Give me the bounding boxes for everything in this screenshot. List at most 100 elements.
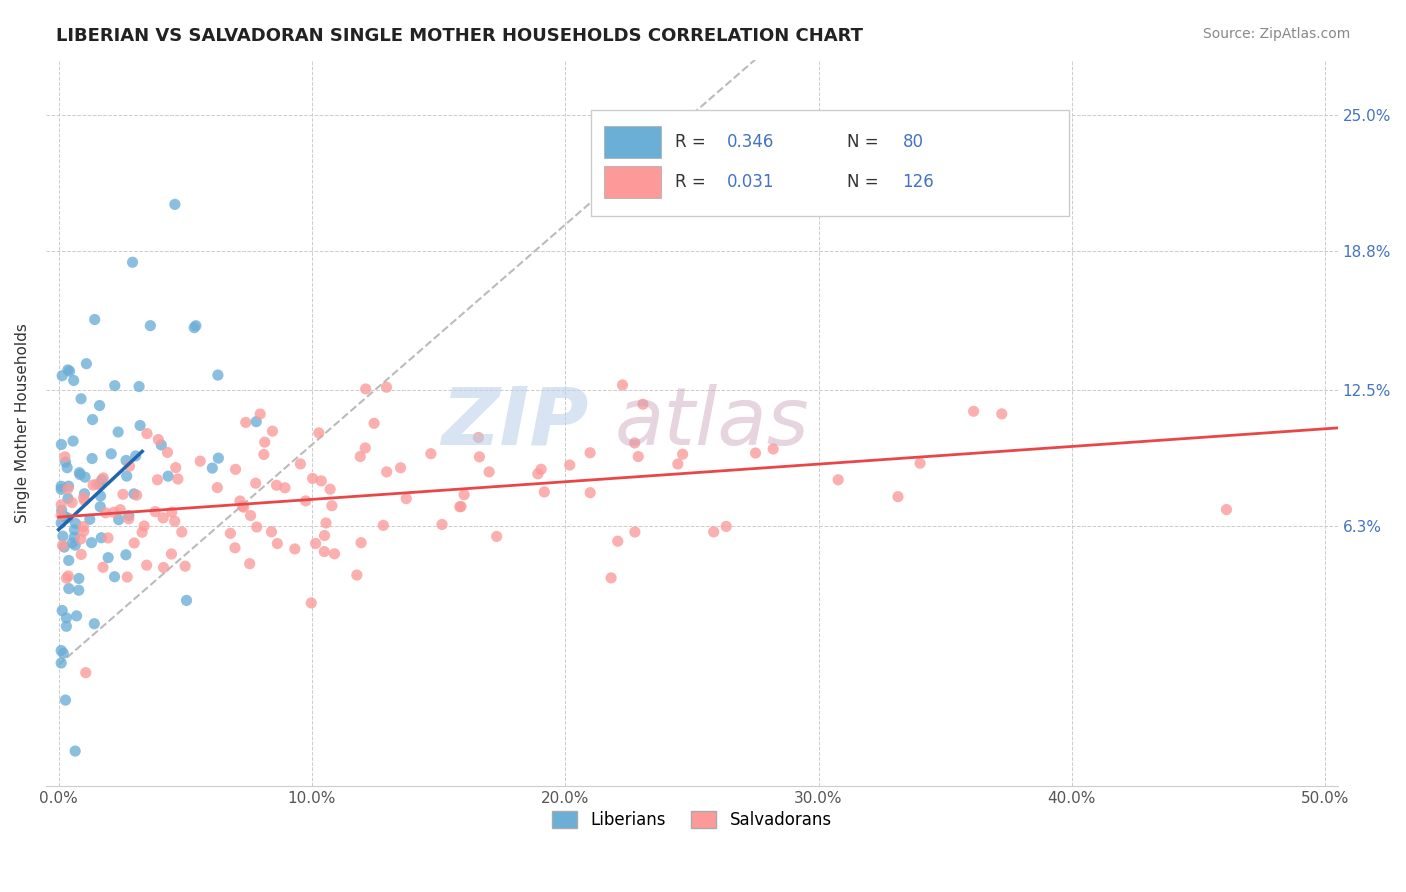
Point: [148, 433, 170, 447]
Point: [128, 379, 150, 393]
Point: [72, 524, 94, 539]
Point: [744, 446, 766, 460]
Point: [246, 520, 269, 534]
Point: [58, 582, 80, 596]
Point: [51, 643, 73, 657]
Point: [60, 495, 83, 509]
Point: [533, 485, 555, 500]
Point: [160, 505, 183, 519]
Point: [52, 538, 75, 552]
Point: [90, 489, 112, 503]
Point: [600, 571, 623, 585]
Point: [111, 487, 134, 501]
Point: [67, 572, 90, 586]
Point: [253, 447, 276, 461]
Point: [627, 450, 650, 464]
Point: [100, 447, 122, 461]
Point: [160, 547, 183, 561]
Point: [90, 531, 112, 545]
Point: [94, 506, 117, 520]
Point: [82, 478, 104, 492]
Point: [395, 491, 418, 506]
Point: [201, 461, 224, 475]
Point: [146, 473, 169, 487]
Point: [65, 608, 87, 623]
Point: [170, 524, 193, 539]
Point: [666, 457, 689, 471]
Point: [363, 417, 385, 431]
Point: [478, 465, 501, 479]
Point: [485, 529, 508, 543]
Point: [107, 513, 129, 527]
Point: [65, 516, 87, 531]
Text: R =: R =: [675, 133, 711, 151]
Point: [373, 518, 395, 533]
Point: [1215, 502, 1237, 516]
Point: [63, 523, 86, 537]
Point: [450, 500, 472, 514]
Point: [51, 368, 73, 383]
Point: [103, 570, 125, 584]
Point: [467, 430, 489, 444]
Point: [69, 467, 91, 482]
Point: [623, 436, 645, 450]
Point: [56, 511, 79, 525]
Point: [103, 505, 125, 519]
Point: [163, 197, 186, 211]
Point: [225, 462, 247, 476]
Point: [375, 380, 398, 394]
Point: [115, 548, 138, 562]
Point: [962, 404, 984, 418]
Point: [63, 744, 86, 758]
Point: [51, 503, 73, 517]
Point: [73, 493, 96, 508]
Point: [51, 516, 73, 530]
Point: [184, 318, 207, 333]
Point: [58, 479, 80, 493]
FancyBboxPatch shape: [605, 127, 661, 159]
Point: [115, 570, 138, 584]
Point: [908, 456, 931, 470]
Point: [97, 531, 120, 545]
Text: LIBERIAN VS SALVADORAN SINGLE MOTHER HOUSEHOLDS CORRELATION CHART: LIBERIAN VS SALVADORAN SINGLE MOTHER HOU…: [56, 27, 863, 45]
Point: [419, 447, 441, 461]
Point: [262, 424, 284, 438]
Point: [991, 407, 1014, 421]
Point: [321, 499, 343, 513]
Point: [56, 482, 79, 496]
Point: [703, 524, 725, 539]
Point: [176, 593, 198, 607]
Point: [274, 481, 297, 495]
Point: [58, 569, 80, 583]
Point: [579, 485, 602, 500]
Point: [72, 519, 94, 533]
Point: [97, 550, 120, 565]
Point: [51, 508, 73, 522]
Point: [104, 378, 127, 392]
Point: [152, 511, 174, 525]
Point: [183, 320, 205, 334]
Point: [60, 536, 83, 550]
Point: [266, 478, 288, 492]
Point: [311, 474, 333, 488]
Point: [207, 368, 229, 382]
Point: [56, 460, 79, 475]
Point: [82, 451, 104, 466]
Point: [70, 532, 93, 546]
Point: [319, 482, 342, 496]
Legend: Liberians, Salvadorans: Liberians, Salvadorans: [546, 804, 838, 836]
Point: [219, 526, 242, 541]
Point: [79, 512, 101, 526]
Point: [55, 455, 77, 469]
Point: [51, 498, 73, 512]
Point: [887, 490, 910, 504]
Point: [346, 568, 368, 582]
Point: [51, 479, 73, 493]
Text: 0.346: 0.346: [727, 133, 775, 151]
Point: [468, 450, 491, 464]
Point: [152, 560, 174, 574]
Point: [62, 373, 84, 387]
Point: [229, 494, 252, 508]
Point: [122, 487, 145, 501]
Point: [314, 528, 336, 542]
